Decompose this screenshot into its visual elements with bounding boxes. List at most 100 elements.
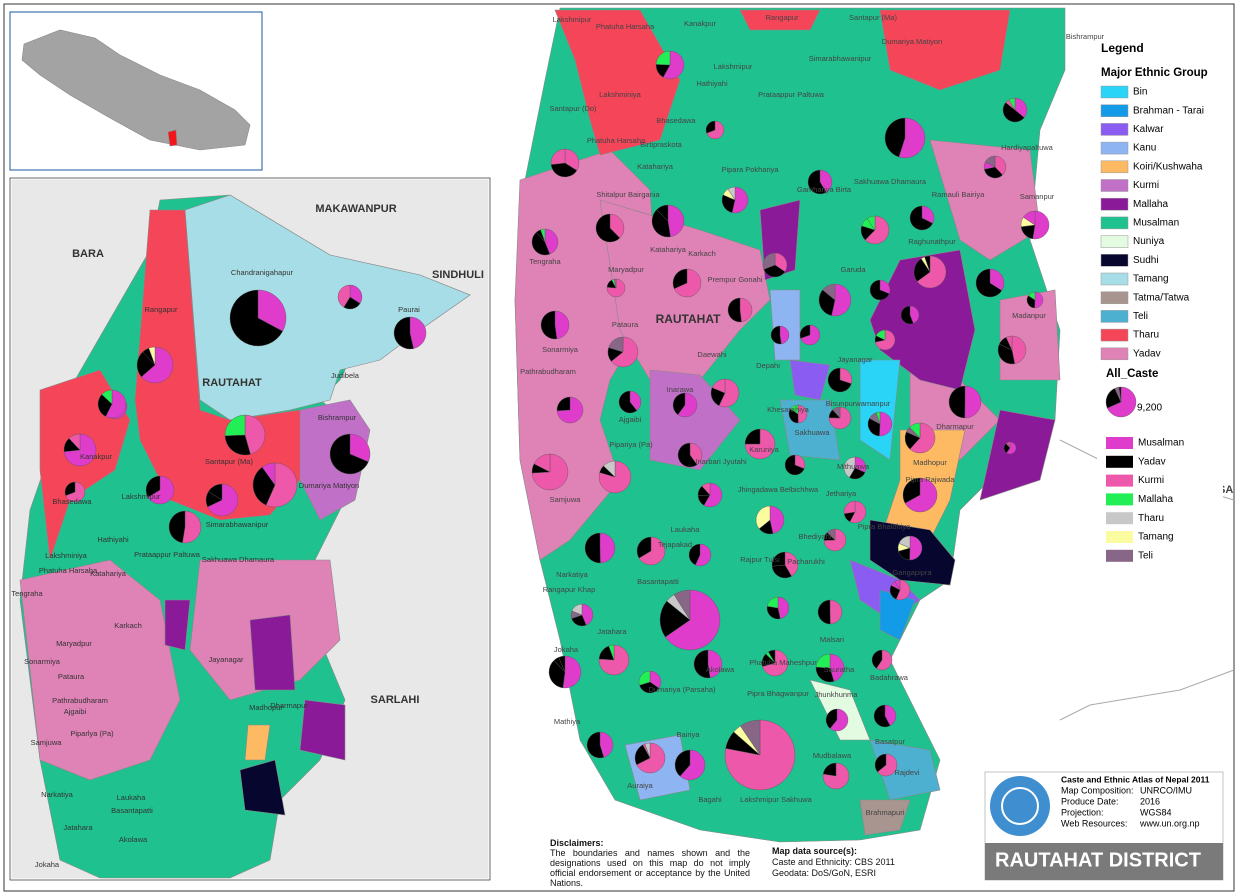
ov-village-label: Ajgaibi — [64, 707, 87, 716]
legend-subtitle: Major Ethnic Group — [1101, 67, 1208, 79]
credits-title: Caste and Ethnic Atlas of Nepal 2011 — [1061, 774, 1210, 784]
pie-slice — [900, 305, 914, 325]
pie-slice — [665, 589, 721, 651]
pie-slice — [207, 483, 239, 517]
pie-slice — [822, 762, 837, 777]
pie-slice — [224, 434, 251, 456]
credits-value: UNRCO/IMU — [1140, 785, 1192, 795]
village-label: Jethariya — [826, 489, 857, 498]
ov-village-label: Lakshmipur — [122, 492, 161, 501]
pie-slice — [651, 209, 671, 238]
ov-village-label: Karkach — [114, 621, 142, 630]
pie-slice — [571, 603, 583, 616]
village-label: Gamhariya Birta — [797, 185, 852, 194]
pie-slice — [921, 205, 935, 224]
village-label: Samanpur — [1020, 192, 1055, 201]
village-label: Rajdevi — [894, 768, 919, 777]
credits-key: Projection: — [1061, 807, 1104, 817]
district-locator — [167, 129, 178, 147]
legend-label: Musalman — [1138, 438, 1184, 449]
village-label: Sauratha — [824, 665, 855, 674]
village-label: Narkatiya — [556, 570, 589, 579]
nepal-outline — [21, 29, 251, 151]
pie-slice — [823, 528, 847, 552]
legend-swatch — [1100, 291, 1129, 304]
ov-village-label: Madhopur — [249, 703, 283, 712]
pie-slice — [674, 749, 691, 777]
pie-slice — [825, 708, 838, 729]
pie-slice — [1005, 335, 1013, 351]
legend-label: Sudhi — [1133, 255, 1159, 266]
pie-slice — [595, 213, 621, 243]
village-label: Mudbalawa — [813, 751, 852, 760]
region-label: BARA — [72, 248, 104, 260]
country-label: INDIA — [89, 137, 119, 149]
village-label: Katahariya — [650, 245, 687, 254]
village-label: Birtipraskota — [640, 140, 683, 149]
pie-slice — [744, 428, 761, 445]
pie-slice — [894, 579, 901, 591]
overview-frame — [9, 177, 491, 881]
ov-village-label: Hathiyahi — [97, 535, 129, 544]
pie-slice — [774, 252, 788, 273]
pie-slice — [679, 749, 706, 781]
pie-slice — [693, 649, 711, 679]
ov-village-label: Bishrampur — [318, 413, 357, 422]
pie-slice — [147, 475, 175, 505]
village-label: Laukaha — [671, 525, 701, 534]
legend-swatch — [1106, 512, 1133, 525]
pie-slice — [869, 279, 890, 301]
pie-slice — [97, 394, 113, 417]
legend-label: Yadav — [1133, 348, 1161, 359]
pie-slice — [826, 528, 836, 541]
pie-slice — [924, 255, 931, 273]
village-label: Karuniya — [749, 445, 779, 454]
pie-slice — [1008, 97, 1016, 111]
pie-slice — [829, 653, 845, 682]
village-label: Pipara Pokhariya — [721, 165, 779, 174]
ov-village-label: Paurai — [398, 305, 420, 314]
village-label: Pataura — [612, 320, 639, 329]
un-logo — [990, 776, 1050, 836]
pie-slice — [261, 462, 276, 486]
ov-village-label: Basantapatti — [111, 806, 153, 815]
legend-swatch — [1100, 272, 1129, 286]
region-label: SINDHULI — [432, 269, 484, 281]
pie-slice — [168, 510, 186, 544]
pie-slice — [672, 392, 686, 415]
pie-slice — [994, 155, 1007, 176]
pie-slice — [909, 422, 921, 439]
pie-slice — [677, 442, 698, 468]
pie-slice — [866, 215, 876, 231]
pie-slice — [618, 390, 638, 414]
village-label: Phatuha Maheshpur — [749, 658, 817, 667]
village-label: Lakshmipur Sakhuwa — [740, 795, 813, 804]
pie-slice — [1032, 210, 1050, 240]
pie-slice — [688, 543, 701, 566]
pie-slice — [790, 404, 799, 415]
pie-slice — [409, 316, 427, 349]
village-label: Prataappur Paltuwa — [758, 90, 825, 99]
ov-village-label: Sakhuawa Dhamaura — [202, 555, 275, 564]
village-label: Khesarahiya — [767, 405, 810, 414]
legend-label: Kalwar — [1133, 124, 1164, 135]
village-label: Badahrawa — [870, 673, 909, 682]
legend-label: Yadav — [1138, 456, 1166, 467]
pie-slice — [540, 228, 546, 243]
village-label: Santapur (Ma) — [849, 13, 897, 22]
village-label: Hathiyahi — [696, 79, 728, 88]
ov-mallaha — [164, 599, 191, 651]
pie-slice — [817, 599, 831, 625]
village-label: Ajgaibi — [619, 415, 642, 424]
village-label: Garuda — [840, 265, 866, 274]
pie-slice — [873, 704, 891, 728]
legend-swatch — [1100, 347, 1129, 361]
pie-slice — [629, 390, 642, 411]
ov-village-label: Narkatiya — [41, 790, 74, 799]
pie-slice — [533, 453, 551, 473]
pie-slice — [874, 753, 887, 773]
legend-swatch — [1106, 455, 1133, 468]
village-label: Malsari — [820, 635, 845, 644]
pie-slice — [831, 283, 852, 317]
